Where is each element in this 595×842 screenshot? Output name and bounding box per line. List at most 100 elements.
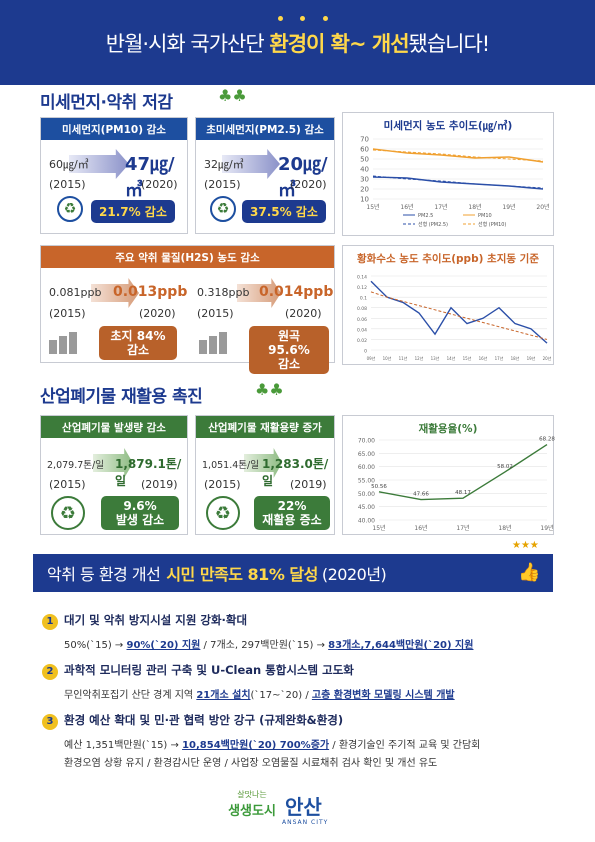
item-emphasis: 21개소 설치 <box>196 690 251 701</box>
pm10-after: 47㎍/㎥ <box>125 154 175 201</box>
dust-chart: 10 20 30 40 50 60 70 15년 16년 17년 18년 19년 20년 PM2.5 PM1… <box>360 136 550 229</box>
header-highlight: 환경이 확~ 개선 <box>269 31 409 56</box>
y-tick-label: 65.00 <box>358 451 375 458</box>
recycle-badge-line2: 재활용 증소 <box>262 513 322 527</box>
x-tick-label: 15년 <box>372 524 385 532</box>
h2s-a-badge-line2: 감소 <box>126 343 150 357</box>
series-line <box>370 280 548 344</box>
x-tick-label: 13년 <box>431 355 440 361</box>
h2s-b-before: 0.318ppb <box>197 286 250 299</box>
item-title: 과학적 모니터링 관리 구축 및 U-Clean 통합시스템 고도화 <box>64 663 354 677</box>
item-number: 3 <box>42 714 58 730</box>
recycle-badge: 22% 재활용 증소 <box>254 496 330 530</box>
slogan-small: 살맛나는 <box>237 790 267 799</box>
pm10-year1: (2015) <box>49 178 86 191</box>
waste-year2: (2019) <box>141 478 178 491</box>
header-dots <box>0 16 595 22</box>
y-tick-label: 70.00 <box>358 438 375 445</box>
pm10-badge: 21.7% 감소 <box>91 200 175 223</box>
x-tick-label: 15년 <box>366 203 379 211</box>
data-label: 50.56 <box>371 484 387 490</box>
dust-chart-title: 미세먼지 농도 추이도(㎍/㎥) <box>383 120 513 132</box>
header-post: 됐습니다! <box>408 31 491 56</box>
globe-hand-icon: ♻ <box>57 196 83 222</box>
legend-label: 선형 (PM2.5) <box>418 221 448 228</box>
y-tick-label: 60.00 <box>358 464 375 471</box>
legend-label: PM10 <box>478 213 492 219</box>
data-label: 47.66 <box>413 492 429 498</box>
pm25-before: 32㎍/㎥ <box>204 158 244 171</box>
x-tick-label: 11년 <box>399 355 408 361</box>
y-tick-label: 0 <box>364 349 367 355</box>
y-tick-label: 60 <box>360 146 369 154</box>
item-title: 대기 및 악취 방지시설 지원 강화·확대 <box>64 613 248 627</box>
y-tick-label: 0.04 <box>357 327 367 333</box>
recycle-year1: (2015) <box>204 478 241 491</box>
x-tick-label: 19년 <box>502 203 515 211</box>
pm10-title: 미세먼지(PM10) 감소 <box>41 118 187 140</box>
h2s-card: 주요 악취 물질(H2S) 농도 감소 0.081ppb 0.013ppb (2… <box>40 245 335 374</box>
y-tick-label: 20 <box>360 186 369 194</box>
satisfaction-banner: 악취 등 환경 개선 시민 만족도 81% 달성 (2020년) <box>33 554 553 592</box>
list-item: 2 과학적 모니터링 관리 구축 및 U-Clean 통합시스템 고도화 무인악취… <box>42 662 562 705</box>
y-tick-label: 0.06 <box>357 317 367 323</box>
pm10-before: 60㎍/㎥ <box>49 158 89 171</box>
item-emphasis: 10,854백만원(`20) 700%증가 <box>182 740 330 751</box>
factory-icon <box>49 330 89 354</box>
x-tick-label: 19년 <box>527 355 536 361</box>
x-tick-label: 19년 <box>540 524 553 532</box>
legend-label: 선형 (PM10) <box>478 221 506 228</box>
x-tick-label: 15년 <box>463 355 472 361</box>
pm25-year1: (2015) <box>204 178 241 191</box>
y-tick-label: 55.00 <box>358 478 375 485</box>
section-title-waste: 산업폐기물 재활용 촉진 <box>40 387 203 407</box>
waste-badge-line2: 발생 감소 <box>115 513 165 527</box>
series-line <box>370 291 548 340</box>
waste-card: 산업폐기물 발생량 감소 2,079.7톤/일 1,879.1톤/일 (2015… <box>40 415 188 535</box>
series-line <box>378 444 548 501</box>
slogan: 살맛나는 생생도시 <box>222 789 282 819</box>
header-pre: 반월·시화 국가산단 <box>105 31 265 56</box>
tree-icon: ♣♣ <box>255 380 284 399</box>
waste-after: 1,879.1톤/일 <box>115 457 182 488</box>
waste-year1: (2015) <box>49 478 86 491</box>
x-tick-label: 18년 <box>468 203 481 211</box>
h2s-b-year1: (2015) <box>197 307 234 320</box>
banner-pre: 악취 등 환경 개선 <box>47 565 161 584</box>
h2s-a-before: 0.081ppb <box>49 286 102 299</box>
series-line <box>372 149 544 162</box>
ansan-logo: 안산 <box>285 795 322 819</box>
h2s-b-after: 0.014ppb <box>259 284 334 300</box>
x-tick-label: 18년 <box>498 524 511 532</box>
item-text: 50%(`15) → <box>64 640 127 651</box>
tree-icon: ♣♣ <box>218 86 247 105</box>
x-tick-label: 17년 <box>495 355 504 361</box>
data-label: 68.28 <box>539 437 555 443</box>
pm25-title: 초미세먼지(PM2.5) 감소 <box>196 118 334 140</box>
item-title: 환경 예산 확대 및 민·관 협력 방안 강구 (규제완화&환경) <box>64 713 344 727</box>
h2s-b-year2: (2020) <box>285 307 322 320</box>
h2s-title: 주요 악취 물질(H2S) 농도 감소 <box>41 246 334 268</box>
recycle-after: 1,283.0톤/일 <box>262 457 329 488</box>
stars-icon: ★★★ <box>512 540 539 551</box>
banner-highlight: 시민 만족도 81% 달성 <box>166 565 318 584</box>
h2s-chart-title: 황화수소 농도 추이도(ppb) 초지동 기준 <box>356 253 539 265</box>
h2s-chart: 0 0.02 0.04 0.06 0.08 0.1 0.12 0.14 09년 10년 11년 12년… <box>357 275 552 362</box>
waste-before: 2,079.7톤/일 <box>47 460 104 471</box>
recycle-chart-card: 재활용율(%) 40.00 45.00 50.00 55.00 60.00 65.00 70… <box>342 415 555 535</box>
item-number: 1 <box>42 614 58 630</box>
waste-title: 산업폐기물 발생량 감소 <box>41 416 187 438</box>
ansan-logo-sub: ANSAN CITY <box>282 819 329 826</box>
y-tick-label: 50 <box>360 156 369 164</box>
pm25-badge: 37.5% 감소 <box>242 200 326 223</box>
legend-label: PM2.5 <box>418 213 433 219</box>
series-line <box>372 175 544 189</box>
h2s-b-badge-line2: 감소 <box>277 357 301 371</box>
pm10-card: 미세먼지(PM10) 감소 60㎍/㎥ 47㎍/㎥ (2015) (2020) … <box>40 117 188 234</box>
h2s-a-year1: (2015) <box>49 307 86 320</box>
waste-badge: 9.6% 발생 감소 <box>101 496 179 530</box>
x-tick-label: 16년 <box>479 355 488 361</box>
header: 반월·시화 국가산단 환경이 확~ 개선 됐습니다! <box>0 0 595 85</box>
slogan-main: 생생도시 <box>228 804 276 819</box>
y-tick-label: 30 <box>360 176 369 184</box>
